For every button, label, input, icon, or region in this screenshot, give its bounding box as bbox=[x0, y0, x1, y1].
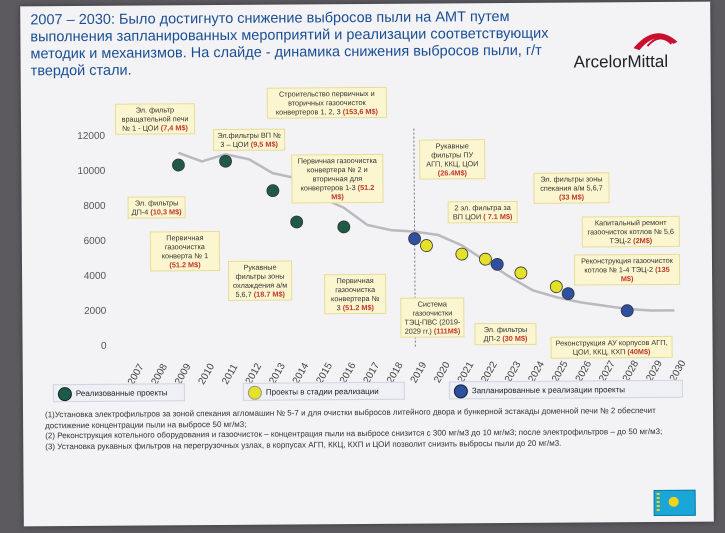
legend-done-label: Реализованные проекты bbox=[75, 388, 168, 399]
slide: 2007 – 2030: Было достигнуто снижение вы… bbox=[20, 1, 714, 527]
data-point-1 bbox=[219, 154, 232, 168]
annotation-7: Первичная газоочистка конвертера № 3 (51… bbox=[324, 273, 387, 315]
y-tick-label-4: 8000 bbox=[83, 201, 106, 212]
annotation-13: Система газоочистки ТЭЦ-ПВС (2019-2029 г… bbox=[400, 297, 465, 338]
y-tick-label-2: 4000 bbox=[84, 271, 107, 282]
arcelormittal-logo: ArcelorMittal bbox=[573, 16, 703, 77]
data-point-7 bbox=[455, 247, 469, 261]
annotation-8: Рукавные фильтры ПУ АГП, ККЦ, ЦОИ (26.4M… bbox=[419, 139, 486, 180]
data-point-3 bbox=[290, 215, 304, 229]
legend-planned-marker bbox=[453, 384, 468, 399]
legend-inprogress-label: Проекты в стадии реализации bbox=[265, 386, 379, 397]
footnotes: (1)Установка электрофильтров за зоной сп… bbox=[45, 406, 700, 453]
annotation-2: Строительство первичных и вторичных газо… bbox=[266, 86, 387, 119]
annotation-1: Эл.фильтры ВП № 3 – ЦОИ (9,5 M$) bbox=[213, 128, 286, 152]
data-point-12 bbox=[561, 287, 575, 300]
series-line bbox=[177, 151, 675, 312]
legend-inprogress: Проекты в стадии реализации bbox=[242, 381, 405, 401]
annotation-9: 2 эл. фильтра за ВП ЦОИ ( 7.1 M$) bbox=[447, 200, 518, 224]
y-tick-label-1: 2000 bbox=[84, 306, 107, 317]
y-tick-label-3: 6000 bbox=[84, 236, 107, 247]
y-tick-label-0: 0 bbox=[101, 341, 107, 352]
legend-done: Реализованные проекты bbox=[52, 383, 185, 403]
legend-done-marker bbox=[57, 387, 72, 402]
annotation-3: Первичная газоочистка конвертера № 2 и в… bbox=[291, 153, 384, 204]
annotation-5: Первичная газоочистка конверта № 1 (51.2… bbox=[149, 231, 221, 272]
kazakhstan-flag-icon bbox=[653, 489, 696, 517]
annotation-0: Эл. фильтр вращательной печи № 1 - ЦОИ (… bbox=[114, 103, 196, 135]
legend-inprogress-marker bbox=[247, 385, 262, 400]
x-tick-label-12: 2019 bbox=[409, 360, 430, 385]
annotation-4: Эл. фильтры ДП-4 (10,3 M$) bbox=[127, 196, 186, 219]
data-point-5 bbox=[408, 232, 422, 246]
data-point-8 bbox=[479, 252, 492, 266]
data-point-6 bbox=[420, 239, 433, 252]
y-tick-label-5: 10000 bbox=[77, 166, 105, 177]
data-point-2 bbox=[266, 184, 280, 198]
logo-swoosh-icon bbox=[633, 33, 678, 51]
x-tick-label-3: 2010 bbox=[197, 361, 218, 386]
data-point-13 bbox=[620, 304, 634, 318]
y-tick-label-6: 12000 bbox=[77, 131, 105, 142]
annotation-11: Капитальный ремонт газоочисток котлов № … bbox=[581, 215, 680, 248]
annotation-10: Эл. фильтры зоны спекания а/м 5,6,7 (33 … bbox=[533, 172, 610, 204]
legend-planned: Запланированные к реализации проекты bbox=[448, 379, 683, 400]
annotation-15: Реконструкция АУ корпусов АГП, ЦОИ, ККЦ,… bbox=[550, 335, 673, 359]
annotation-14: Эл. фильтры ДП-2 (30 M$) bbox=[474, 322, 537, 346]
data-point-0 bbox=[172, 158, 185, 172]
data-point-9 bbox=[490, 257, 504, 271]
legend-planned-label: Запланированные к реализации проекты bbox=[471, 385, 626, 396]
data-point-10 bbox=[514, 266, 528, 280]
data-point-11 bbox=[549, 280, 563, 294]
data-point-4 bbox=[337, 220, 351, 234]
x-tick-label-4: 2011 bbox=[220, 362, 240, 387]
annotation-12: Реконструкция газоочисток котлов № 1-4 Т… bbox=[573, 253, 681, 286]
annotation-6: Рукавные фильтры зоны охлаждения а/м 5,6… bbox=[227, 260, 293, 301]
